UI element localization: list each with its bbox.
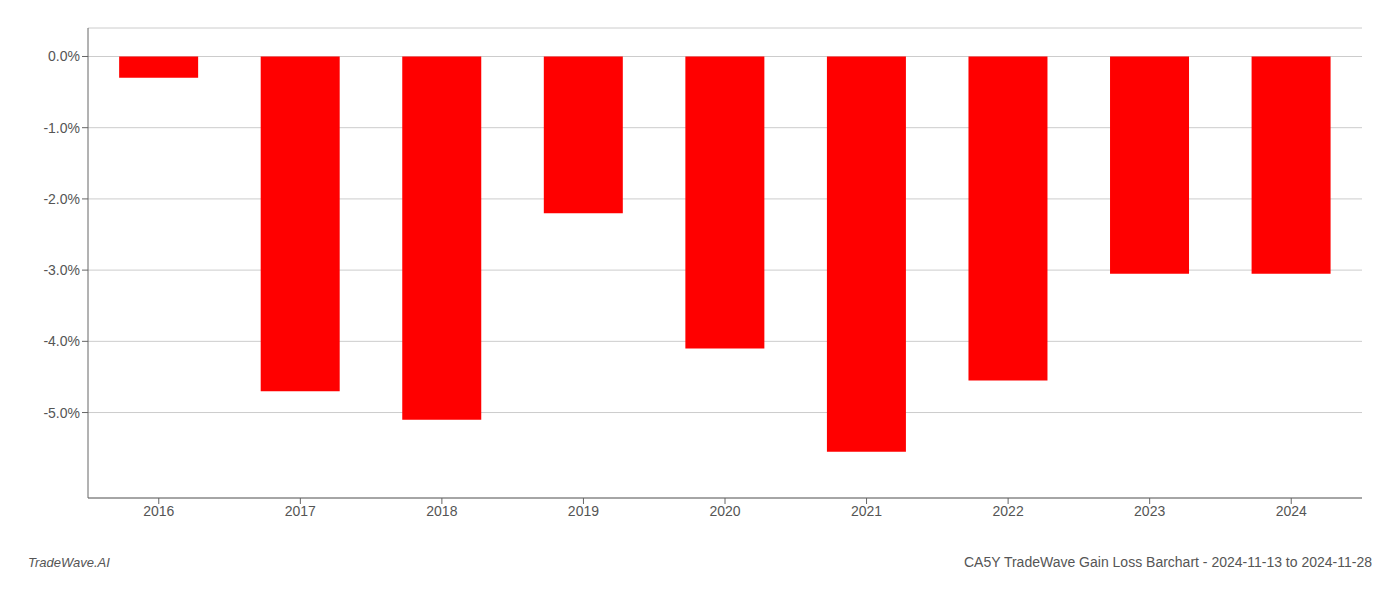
svg-text:-1.0%: -1.0% — [43, 120, 80, 136]
svg-text:2016: 2016 — [143, 503, 174, 519]
svg-text:-5.0%: -5.0% — [43, 405, 80, 421]
svg-text:2019: 2019 — [568, 503, 599, 519]
svg-text:-2.0%: -2.0% — [43, 191, 80, 207]
svg-text:-3.0%: -3.0% — [43, 262, 80, 278]
html-text:TradeWave.AI: TradeWave.AI — [28, 555, 110, 570]
svg-text:-4.0%: -4.0% — [43, 333, 80, 349]
html-text:CA5Y TradeWave Gain Loss Barch: CA5Y TradeWave Gain Loss Barchart - 2024… — [964, 554, 1372, 570]
svg-text:2017: 2017 — [285, 503, 316, 519]
svg-text:0.0%: 0.0% — [48, 48, 80, 64]
svg-text:2022: 2022 — [993, 503, 1024, 519]
svg-text:2023: 2023 — [1134, 503, 1165, 519]
svg-text:2020: 2020 — [709, 503, 740, 519]
svg-text:2024: 2024 — [1276, 503, 1307, 519]
svg-text:2021: 2021 — [851, 503, 882, 519]
svg-text:2018: 2018 — [426, 503, 457, 519]
